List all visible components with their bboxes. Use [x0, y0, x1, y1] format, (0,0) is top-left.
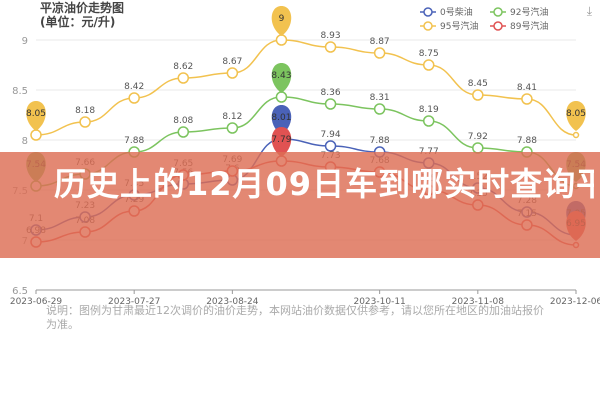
chart-title: 平凉油价走势图: [40, 1, 125, 15]
headline-text: 历史上的12月09日车到哪实时查询平凉，历史上的12月09日，平凉车辆实: [54, 165, 594, 203]
data-label: 8.12: [222, 112, 242, 122]
data-point[interactable]: [177, 72, 190, 84]
data-point[interactable]: [422, 115, 435, 127]
data-point[interactable]: [30, 129, 42, 141]
data-point[interactable]: [177, 126, 190, 138]
data-point[interactable]: [324, 41, 337, 53]
data-label: 8.93: [321, 31, 341, 41]
legend-marker[interactable]: [493, 21, 503, 31]
data-label: 7.92: [468, 132, 488, 142]
data-label: 8.42: [124, 82, 144, 92]
data-point[interactable]: [373, 103, 386, 115]
data-label: 7.88: [517, 136, 537, 146]
y-tick-label: 9: [22, 36, 28, 47]
extreme-pin: [271, 6, 292, 36]
y-tick-label: 8.5: [12, 86, 28, 97]
data-point[interactable]: [275, 91, 288, 103]
y-tick-label: 8: [22, 136, 28, 147]
series-line: [35, 39, 577, 136]
y-tick-label: 6.5: [12, 286, 28, 297]
data-label: 7.94: [321, 130, 341, 140]
data-label: 8.18: [75, 106, 95, 116]
data-point[interactable]: [422, 59, 435, 71]
chart-subtitle: (单位：元/升): [40, 15, 116, 29]
extreme-pin: [271, 63, 292, 93]
download-icon[interactable]: ⤓: [586, 4, 592, 18]
legend-label[interactable]: 0号柴油: [440, 6, 473, 18]
data-point[interactable]: [373, 47, 386, 59]
data-label: 8.75: [419, 49, 439, 59]
data-label: 8.45: [468, 79, 488, 89]
chart-note: 说明：图例为甘肃最近12次调价的油价走势，本网站油价数据仅供参考，请以您所在地区…: [46, 304, 544, 331]
data-point[interactable]: [472, 89, 484, 101]
data-label: 8.67: [222, 57, 242, 67]
data-label: 7.88: [370, 136, 390, 146]
data-label: 8.19: [419, 105, 439, 115]
pin-label: 8.43: [271, 71, 291, 81]
legend-label[interactable]: 89号汽油: [510, 20, 548, 32]
data-label: 7.88: [124, 136, 144, 146]
data-point[interactable]: [79, 116, 91, 128]
legend-marker[interactable]: [493, 7, 503, 17]
extreme-pin: [566, 101, 586, 131]
data-label: 8.62: [173, 62, 193, 72]
extreme-pin: [271, 127, 292, 157]
data-label: 8.41: [517, 83, 537, 93]
headline-banner: 历史上的12月09日车到哪实时查询平凉，历史上的12月09日，平凉车辆实: [0, 152, 600, 258]
extreme-pin: [271, 105, 292, 135]
extreme-pin: [26, 101, 46, 131]
pin-label: 8.01: [271, 113, 291, 123]
legend-marker[interactable]: [423, 21, 433, 31]
data-label: 8.08: [173, 116, 193, 126]
data-label: 8.87: [370, 37, 390, 47]
data-point[interactable]: [521, 93, 533, 105]
legend-label[interactable]: 95号汽油: [440, 20, 478, 32]
data-point[interactable]: [324, 140, 337, 152]
x-tick-label: 2023-10-11: [353, 297, 405, 307]
x-tick-label: 2023-12-06: [550, 297, 600, 307]
x-tick-label: 2023-08-24: [206, 297, 259, 307]
x-tick-label: 2023-07-27: [108, 297, 160, 307]
x-tick-label: 2023-06-29: [10, 297, 63, 307]
pin-label: 7.79: [271, 135, 291, 145]
pin-label: 9: [279, 14, 285, 24]
pin-label: 8.05: [26, 109, 46, 119]
data-point[interactable]: [572, 131, 580, 139]
pin-label: 8.05: [566, 109, 586, 119]
legend-label[interactable]: 92号汽油: [510, 6, 548, 18]
data-label: 8.36: [321, 88, 341, 98]
x-tick-label: 2023-11-08: [452, 297, 505, 307]
data-label: 8.31: [370, 93, 390, 103]
legend-marker[interactable]: [423, 7, 433, 17]
data-point[interactable]: [226, 122, 239, 134]
data-point[interactable]: [324, 98, 337, 110]
data-point[interactable]: [128, 92, 140, 104]
data-point[interactable]: [226, 67, 239, 79]
data-point[interactable]: [275, 34, 288, 46]
